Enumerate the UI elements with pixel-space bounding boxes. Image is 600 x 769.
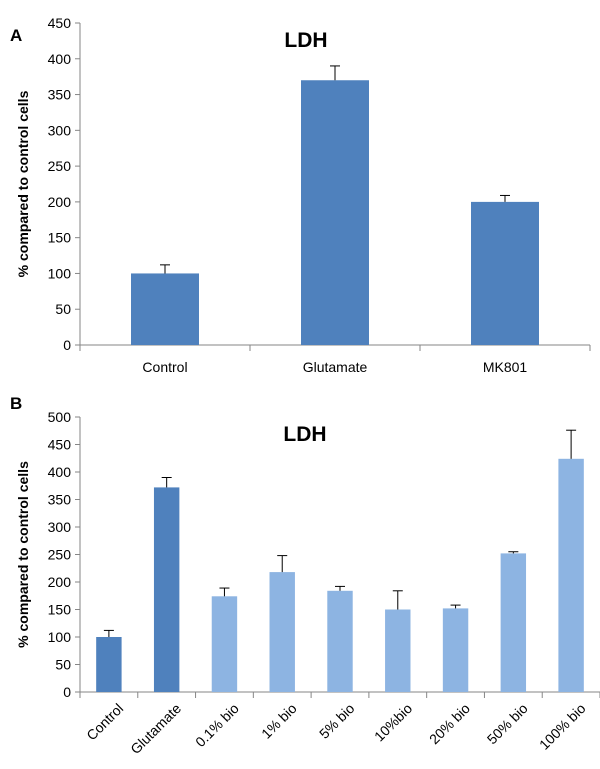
chart-panel-b: B LDH % compared to control cells 0 50 100 150… (10, 394, 600, 757)
bar (301, 80, 369, 345)
y-tick-label: 0 (63, 337, 71, 353)
x-tick-label: Glutamate (127, 700, 184, 757)
y-tick-label: 200 (48, 574, 72, 590)
x-tick-label: 0.1% bio (192, 700, 242, 750)
x-tick-label: 1% bio (258, 700, 300, 742)
bar (269, 572, 295, 692)
chart-panel-a: A LDH % compared to control cells 0 50 100 150… (10, 15, 591, 375)
x-tick-label: 10%bio (371, 700, 415, 744)
x-tick-label: Control (142, 359, 187, 375)
chart-title: LDH (284, 29, 327, 52)
bar (327, 590, 353, 692)
y-tick-label: 400 (48, 51, 72, 67)
panel-label: B (10, 394, 22, 413)
bar (500, 553, 527, 692)
x-tick-label: MK801 (483, 359, 528, 375)
y-tick-label: 100 (48, 629, 72, 645)
y-tick-label: 200 (48, 194, 72, 210)
y-tick-label: 300 (48, 122, 72, 138)
bar (211, 596, 238, 692)
x-tick-label: 5% bio (316, 700, 358, 742)
y-tick-label: 50 (55, 301, 71, 317)
y-tick-label: 250 (48, 158, 72, 174)
y-tick-label: 350 (48, 492, 72, 508)
bar (471, 201, 539, 345)
y-tick-label: 450 (48, 15, 72, 31)
y-axis-label: % compared to control cells (15, 90, 31, 277)
y-tick-label: 500 (48, 409, 72, 425)
x-tick-label: 20% bio (426, 700, 473, 747)
y-tick-label: 150 (48, 602, 72, 618)
bar (96, 637, 122, 692)
y-tick-label: 400 (48, 464, 72, 480)
y-tick-label: 50 (55, 657, 71, 673)
bar (131, 273, 199, 345)
bar (153, 487, 180, 692)
y-tick-label: 350 (48, 87, 72, 103)
chart-title: LDH (283, 423, 326, 446)
y-tick-label: 250 (48, 547, 72, 563)
y-tick-label: 300 (48, 519, 72, 535)
y-axis-label: % compared to control cells (15, 461, 31, 648)
y-tick-label: 450 (48, 437, 72, 453)
bar (558, 458, 584, 692)
y-tick-label: 0 (63, 684, 71, 700)
x-tick-label: Glutamate (303, 359, 368, 375)
bar (442, 608, 469, 692)
y-tick-label: 100 (48, 265, 72, 281)
y-tick-label: 150 (48, 230, 72, 246)
panel-label: A (10, 26, 22, 45)
x-tick-label: 100% bio (536, 700, 589, 753)
bar (385, 609, 411, 692)
x-tick-label: 50% bio (484, 700, 531, 747)
x-tick-label: Control (83, 700, 126, 743)
